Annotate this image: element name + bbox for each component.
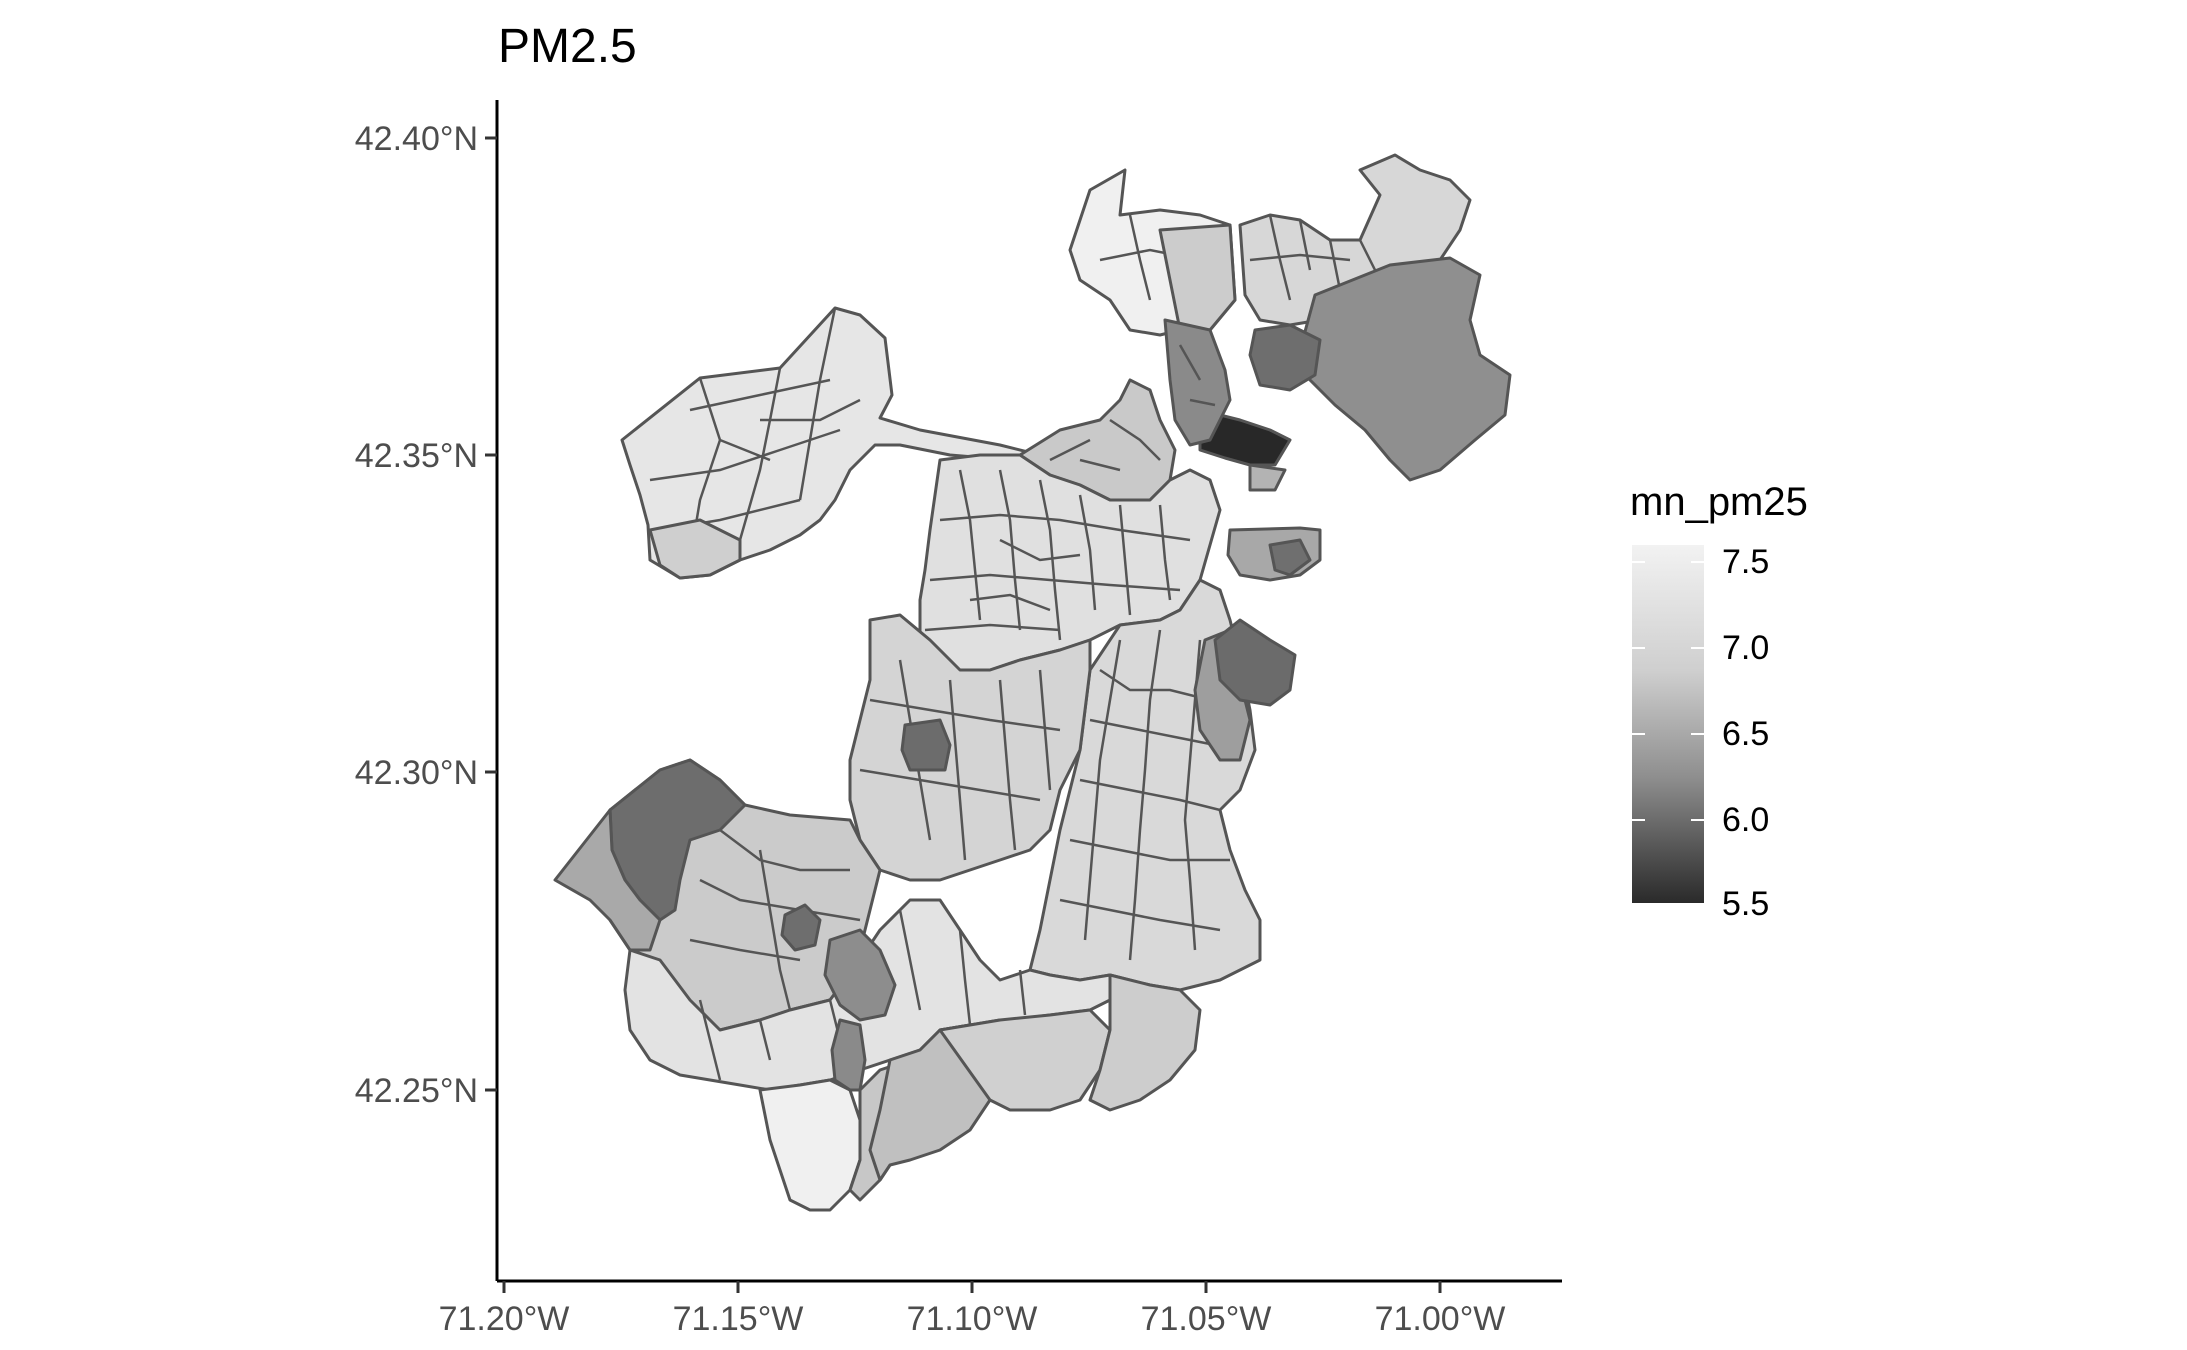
- legend-label: 7.0: [1722, 629, 1769, 667]
- tract-lines: [1249, 214, 1382, 301]
- x-tick-label: 71.05°W: [1141, 1300, 1272, 1338]
- legend-label: 6.0: [1722, 801, 1769, 839]
- tract-hyde-park-dark2: [823, 928, 897, 1022]
- tract-hyde-park-dark1: [780, 903, 822, 952]
- tract-seaport: [1248, 463, 1287, 492]
- y-tick-label: 42.30°N: [355, 754, 478, 792]
- tract-lines: [689, 829, 861, 1011]
- tract-airport: [1298, 256, 1512, 482]
- legend-colorbar: [1632, 545, 1704, 903]
- axes: 42.40°N 42.35°N 42.30°N 42.25°N 71.20°W …: [355, 100, 1562, 1338]
- tract-lines: [1049, 344, 1216, 472]
- tract-jamaica-plain: [848, 613, 1092, 882]
- legend-label: 5.5: [1722, 885, 1769, 923]
- y-tick-label: 42.35°N: [355, 437, 478, 475]
- tract-lines: [1059, 629, 1241, 961]
- legend: mn_pm25 7.5 7.0 6.5 6.0 5.5: [1630, 480, 1808, 923]
- tract-south-boston-inner: [1268, 538, 1312, 577]
- tract-hyde-park: [758, 1078, 862, 1212]
- tract-charlestown-east: [1158, 223, 1237, 332]
- x-tick-label: 71.00°W: [1375, 1300, 1506, 1338]
- tract-east-boston-north: [1238, 153, 1472, 327]
- plot-title: PM2.5: [498, 20, 637, 73]
- x-tick-label: 71.15°W: [673, 1300, 804, 1338]
- tract-columbia-point: [1213, 618, 1297, 707]
- tract-mattapan: [1088, 973, 1202, 1112]
- y-tick-label: 42.25°N: [355, 1072, 478, 1110]
- legend-label: 6.5: [1722, 715, 1769, 753]
- x-tick-label: 71.20°W: [439, 1300, 570, 1338]
- tract-hyde-park-strip: [830, 1018, 867, 1092]
- legend-label: 7.5: [1722, 543, 1769, 581]
- tract-lines: [649, 307, 861, 561]
- map-region: [553, 153, 1512, 1212]
- y-tick-label: 42.40°N: [355, 120, 478, 158]
- tract-north-end: [1163, 318, 1232, 447]
- tract-waterfront: [1198, 408, 1292, 467]
- legend-ticks: [1632, 561, 1704, 905]
- tract-west-roxbury-west: [553, 808, 662, 952]
- tract-lines: [924, 469, 1191, 641]
- tract-jp-dark: [900, 718, 952, 772]
- legend-title: mn_pm25: [1630, 480, 1808, 524]
- tract-brighton-south: [648, 518, 742, 580]
- x-tick-label: 71.10°W: [907, 1300, 1038, 1338]
- tract-east-boston-south: [1248, 323, 1322, 392]
